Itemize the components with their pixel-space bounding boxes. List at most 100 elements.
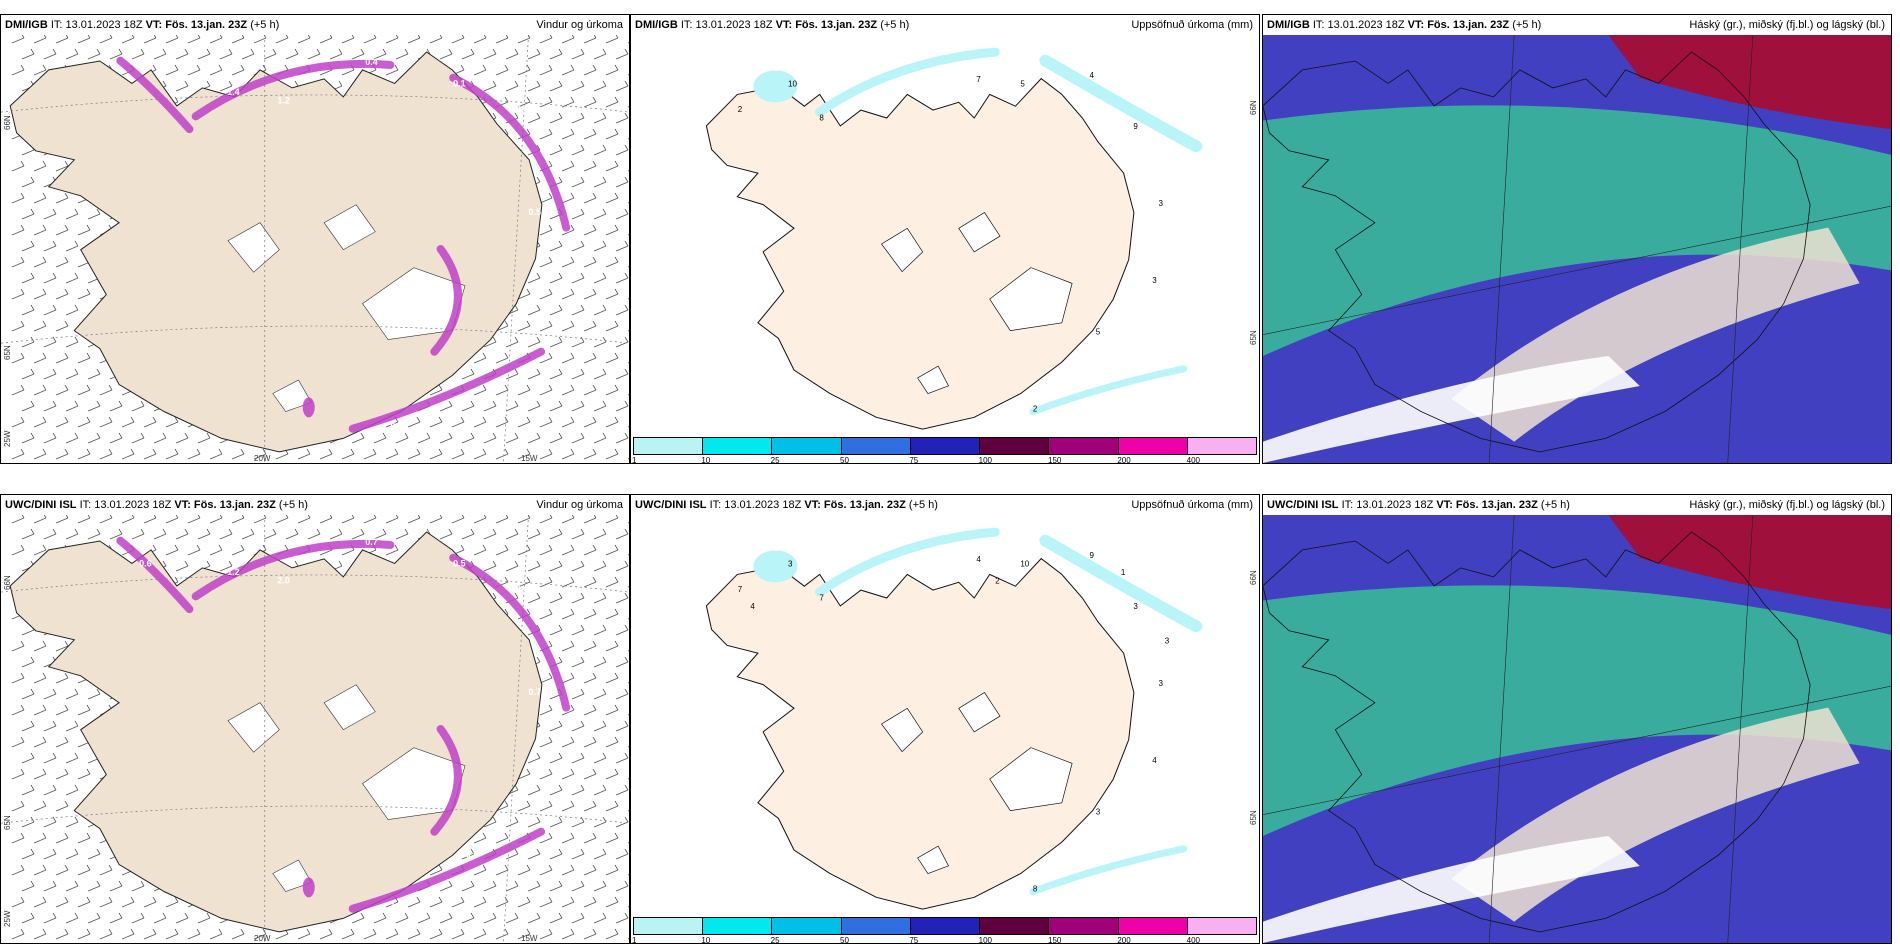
precip-value: 3 <box>1133 602 1138 611</box>
legend-ticks: 1 10 25 50 75 100 150 200 400 <box>632 456 1257 464</box>
legend-tick: 150 <box>1048 456 1062 464</box>
valid-time: Fös. 13.jan. 23Z <box>823 499 906 511</box>
precip-value: 7 <box>738 585 743 594</box>
legend-tick: 200 <box>1117 456 1131 464</box>
precip-legend: 1 10 25 50 75 100 150 200 400 <box>631 915 1259 943</box>
precip-value: 3 <box>1159 679 1164 688</box>
panel-dmi-wind: DMI/IGB IT: 13.01.2023 18Z VT: Fös. 13.j… <box>0 14 630 464</box>
model-source: DMI/IGB <box>635 19 678 31</box>
map-area[interactable] <box>1263 35 1891 463</box>
lat-lon-grid <box>1 515 629 943</box>
legend-tick: 150 <box>1048 936 1062 944</box>
contour-label: 1.0 <box>390 901 403 911</box>
lat-label-66n: 66N <box>3 575 12 590</box>
precip-value: 10 <box>1020 559 1029 568</box>
legend-tick: 10 <box>701 936 711 944</box>
precip-value: 5 <box>1096 328 1101 337</box>
legend-tick: 200 <box>1117 936 1131 944</box>
lead-time: (+5 h) <box>250 19 280 31</box>
map-area[interactable]: 0.7 0.5 2.0 1.2 0.6 0.7 1.0 0.5 0.6 <box>1 515 629 943</box>
glacier <box>958 692 1001 733</box>
precip-value: 5 <box>1020 79 1025 88</box>
field-name: Háský (gr.), miðský (fj.bl.) og lágský (… <box>1689 19 1885 31</box>
precip-area <box>1039 534 1203 633</box>
lat-label-66n: 66N <box>1249 100 1258 115</box>
lead-time: (+5 h) <box>880 19 910 31</box>
valid-label: VT: <box>1407 19 1425 31</box>
contour-label: 0.5 <box>516 104 529 114</box>
precip-value: 7 <box>819 594 824 603</box>
glacier <box>880 227 924 273</box>
map-area[interactable]: 0.4 0.1 1.2 1.4 0.5 0.5 0.1 <box>1 35 629 463</box>
contour-label: 1.4 <box>227 87 240 97</box>
precip-value: 3 <box>1152 276 1157 285</box>
precip-blob <box>302 877 315 898</box>
cloud-high-layer <box>1263 585 1891 836</box>
precip-value: 9 <box>1089 551 1094 560</box>
lon-label-15w: 15W <box>521 934 538 943</box>
legend-tick: 25 <box>770 936 780 944</box>
legend-tick: 75 <box>909 456 919 464</box>
valid-label: VT: <box>804 499 821 511</box>
legend-swatch <box>772 918 842 934</box>
iceland-outline <box>1263 51 1811 453</box>
legend-swatch <box>841 438 911 454</box>
init-time: IT: 13.01.2023 18Z <box>709 499 802 511</box>
cloud-low-layer <box>1608 35 1891 130</box>
precip-value: 1 <box>1121 568 1126 577</box>
lon-label-20w: 20W <box>254 454 271 463</box>
precip-area <box>753 70 798 103</box>
contour-label: 0.1 <box>390 421 403 431</box>
legend-tick: 400 <box>1186 456 1201 464</box>
lat-label-65n: 65N <box>1249 810 1258 825</box>
iceland-outline <box>1263 531 1811 933</box>
lat-lon-grid <box>1 35 629 463</box>
lead-time: (+5 h) <box>1540 499 1570 511</box>
lat-label-65n: 65N <box>1249 330 1258 345</box>
valid-time: Fös. 13.jan. 23Z <box>1455 499 1538 511</box>
lon-label-20w: 20W <box>254 934 271 943</box>
map-area[interactable]: 10 2 8 7 5 4 9 3 3 5 2 <box>631 35 1259 463</box>
model-source: DMI/IGB <box>1267 19 1310 31</box>
map-area[interactable] <box>1263 515 1891 943</box>
glacier <box>917 845 949 875</box>
lat-lon-grid <box>1263 35 1891 463</box>
lat-label-66n: 66N <box>1249 570 1258 585</box>
legend-colorbar <box>633 437 1257 455</box>
legend-swatch <box>703 438 773 454</box>
legend-swatch <box>634 438 704 454</box>
precip-band <box>348 827 546 913</box>
legend-swatch <box>841 918 911 934</box>
legend-swatch <box>910 918 981 934</box>
map-area[interactable]: 3 7 7 4 10 9 3 3 4 3 8 2 1 4 3 <box>631 515 1259 943</box>
legend-swatch <box>703 918 773 934</box>
contour-label: 0.6 <box>516 584 529 594</box>
panel-header: DMI/IGB IT: 13.01.2023 18Z VT: Fös. 13.j… <box>1263 15 1891 35</box>
precip-area <box>1029 365 1188 416</box>
precip-value: 4 <box>976 555 981 564</box>
lat-label-65n: 65N <box>3 345 12 360</box>
panel-dmi-cloud: DMI/IGB IT: 13.01.2023 18Z VT: Fös. 13.j… <box>1262 14 1892 464</box>
legend-swatch <box>1049 438 1119 454</box>
panel-header: UWC/DINI ISL IT: 13.01.2023 18Z VT: Fös.… <box>631 495 1259 515</box>
valid-time: Fös. 13.jan. 23Z <box>1427 19 1510 31</box>
precip-value: 2 <box>1033 405 1038 414</box>
precip-band <box>449 553 571 712</box>
contour-label: 2.0 <box>277 575 290 585</box>
glacier <box>227 702 280 753</box>
glacier <box>917 365 949 395</box>
legend-ticks: 1 10 25 50 75 100 150 200 400 <box>632 936 1257 944</box>
panel-uwc-precip: UWC/DINI ISL IT: 13.01.2023 18Z VT: Fös.… <box>630 494 1260 944</box>
contour-label: 0.7 <box>529 687 542 697</box>
field-name: Vindur og úrkoma <box>536 19 623 31</box>
glacier <box>323 684 376 731</box>
legend-tick: 50 <box>840 456 849 464</box>
legend-swatch <box>910 438 981 454</box>
cloud-high-layer <box>1263 105 1891 356</box>
field-name: Háský (gr.), miðský (fj.bl.) og lágský (… <box>1689 499 1885 511</box>
precip-band <box>449 73 571 232</box>
model-source: UWC/DINI ISL <box>5 499 77 511</box>
contour-label: 0.5 <box>529 207 542 217</box>
precip-value: 8 <box>1033 885 1038 894</box>
legend-tick: 100 <box>978 456 993 464</box>
